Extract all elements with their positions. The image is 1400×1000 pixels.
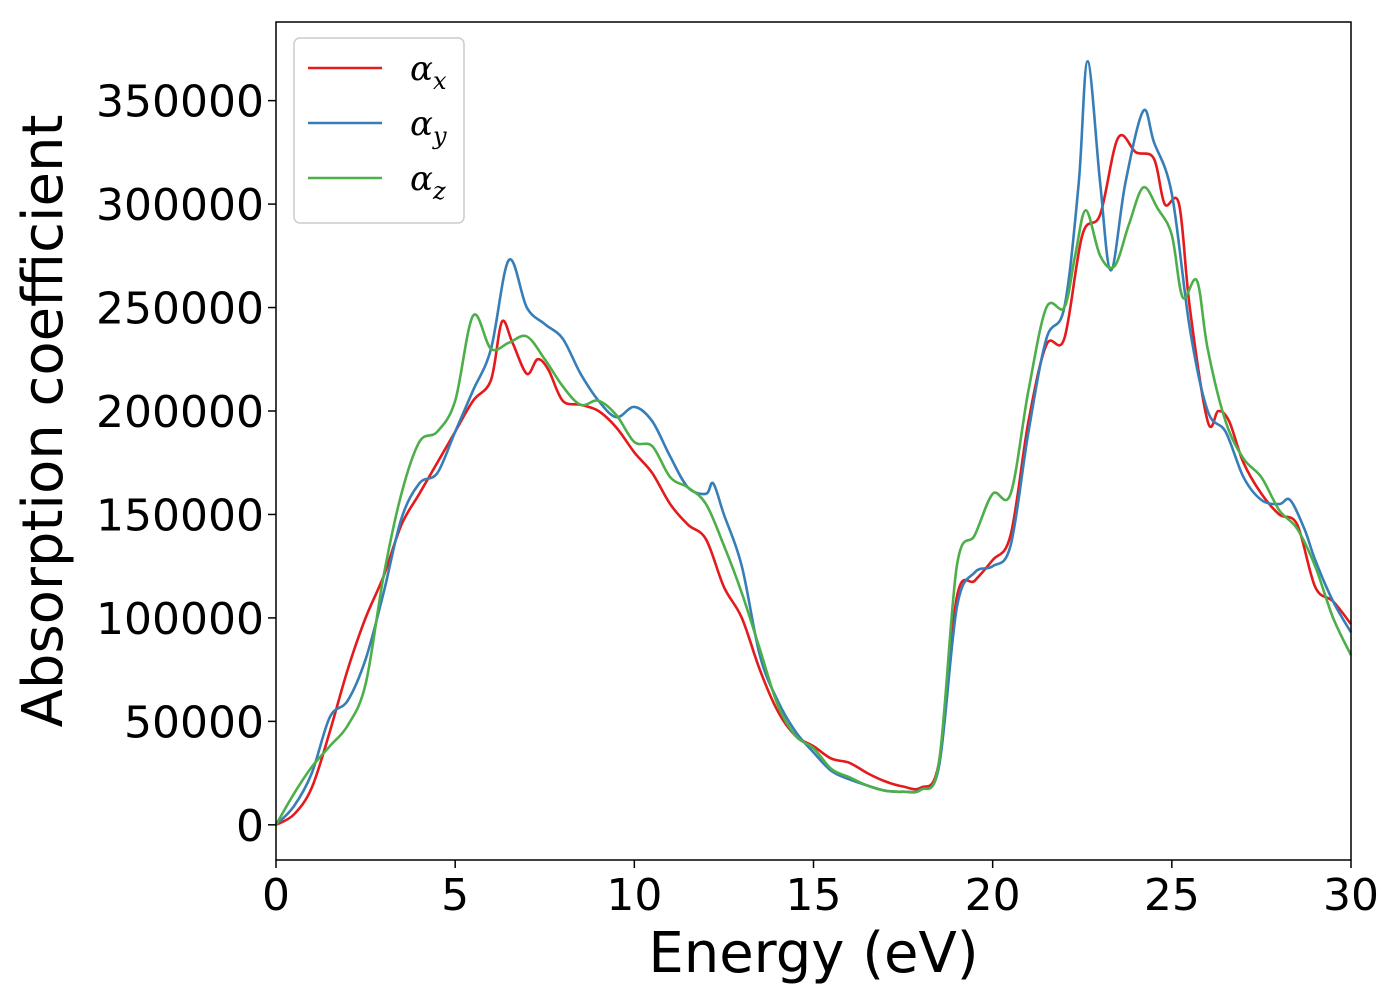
legend-label-x: αx [410, 49, 447, 95]
y-tick-label: 250000 [96, 284, 264, 335]
y-tick-label: 0 [236, 801, 264, 852]
x-tick-label: 0 [262, 870, 290, 921]
legend: αx αy αz [293, 37, 465, 224]
series-layer [274, 60, 1353, 826]
x-axis-ticks: 0 5 10 15 20 25 30 [262, 860, 1379, 921]
y-tick-label: 350000 [96, 77, 264, 128]
x-tick-label: 10 [606, 870, 662, 921]
x-tick-label: 15 [786, 870, 842, 921]
legend-label-y: αy [410, 104, 447, 150]
series-line-z [274, 185, 1353, 826]
x-axis-label: Energy (eV) [648, 921, 978, 986]
y-tick-label: 200000 [96, 387, 264, 438]
series-line-y [275, 60, 1353, 826]
series-line-x [275, 133, 1353, 826]
y-tick-label: 100000 [96, 594, 264, 645]
y-tick-label: 50000 [124, 697, 264, 748]
x-tick-label: 5 [441, 870, 469, 921]
x-tick-label: 20 [965, 870, 1021, 921]
y-tick-label: 300000 [96, 180, 264, 231]
x-tick-label: 30 [1323, 870, 1379, 921]
y-axis-label: Absorption coefficient [11, 115, 76, 728]
y-axis-ticks: 0 50000 100000 150000 200000 250000 300000 3500… [96, 77, 276, 852]
legend-label-z: αz [410, 159, 446, 205]
y-tick-label: 150000 [96, 490, 264, 541]
x-tick-label: 25 [1144, 870, 1200, 921]
